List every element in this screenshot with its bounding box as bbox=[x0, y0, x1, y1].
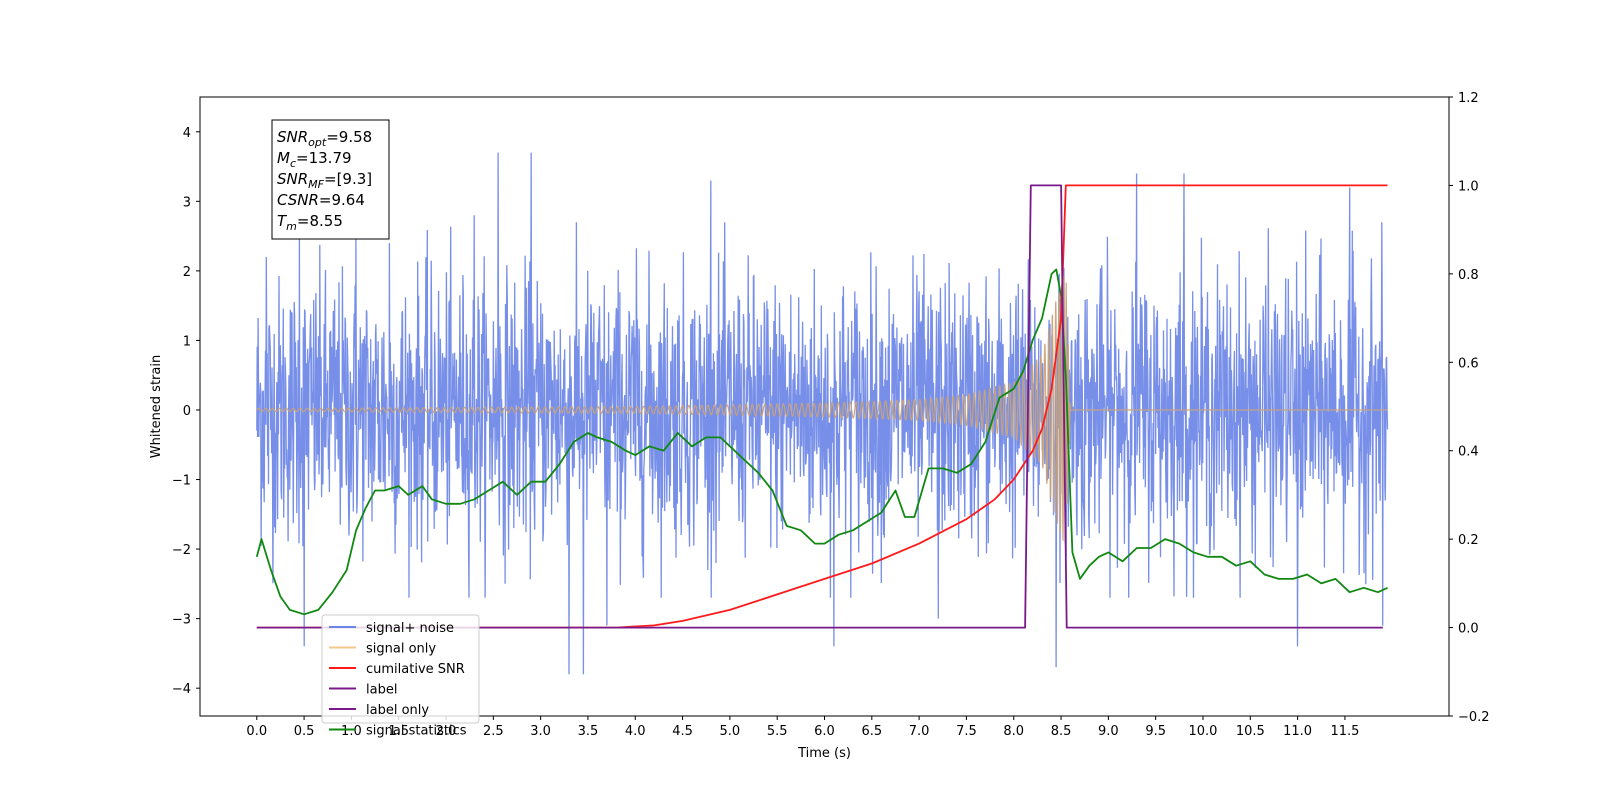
annotation-symbol: T bbox=[277, 212, 288, 230]
y2-tick-label: 0.8 bbox=[1458, 268, 1479, 283]
annotation-value: =13.79 bbox=[296, 149, 352, 167]
x-tick-label: 7.0 bbox=[909, 724, 930, 739]
legend-entry: cumilative SNR bbox=[366, 662, 465, 677]
x-tick-label: 5.5 bbox=[767, 724, 788, 739]
annotation-value: =9.58 bbox=[326, 128, 372, 146]
legend-frame bbox=[321, 614, 480, 724]
y2-tick-label: −0.2 bbox=[1458, 710, 1490, 725]
x-tick-label: 10.5 bbox=[1236, 724, 1265, 739]
annotation-symbol: SNR bbox=[277, 170, 308, 188]
legend-entry: signal statistics bbox=[366, 724, 467, 739]
x-tick-label: 6.5 bbox=[861, 724, 882, 739]
x-tick-label: 3.5 bbox=[578, 724, 599, 739]
x-tick-label: 9.5 bbox=[1145, 724, 1166, 739]
x-tick-label: 2.0 bbox=[436, 724, 457, 739]
x-tick-label: 6.0 bbox=[814, 724, 835, 739]
series-signal-only bbox=[256, 276, 1388, 544]
annotation-value: =9.64 bbox=[319, 191, 365, 209]
annotation-line: Mc=13.79 bbox=[277, 149, 352, 170]
y-tick-label: 2 bbox=[183, 265, 191, 280]
annotation-symbol: CSNR bbox=[277, 191, 319, 209]
x-axis-label: Time (s) bbox=[797, 746, 851, 761]
y-tick-label: 0 bbox=[183, 404, 191, 419]
annotation-symbol: M bbox=[277, 149, 290, 167]
signal-only-layer bbox=[256, 276, 1388, 544]
x-tick-label: 10.0 bbox=[1189, 724, 1218, 739]
signal-noise-layer bbox=[256, 152, 1389, 675]
series-lines-layer bbox=[255, 184, 1388, 629]
x-tick-label: 8.5 bbox=[1051, 724, 1072, 739]
annotation-box: SNRopt=9.58Mc=13.79SNRMF=[9.3]CSNR=9.64T… bbox=[271, 119, 390, 240]
y-axis-label: Whitened strain bbox=[149, 355, 164, 458]
y2-tick-label: 1.0 bbox=[1458, 179, 1479, 194]
annotation-subscript: c bbox=[290, 157, 296, 170]
legend: signal+ noise signal only cumilative SNR la… bbox=[321, 614, 480, 739]
y-tick-label: −1 bbox=[172, 474, 191, 489]
annotation-line: CSNR=9.64 bbox=[277, 191, 365, 209]
y2-tick-label: 1.2 bbox=[1458, 91, 1479, 106]
series-cumulative-snr bbox=[256, 184, 1388, 629]
x-tick-label: 1.5 bbox=[388, 724, 409, 739]
annotation-value: =[9.3] bbox=[324, 170, 372, 188]
x-tick-label: 9.0 bbox=[1098, 724, 1119, 739]
x-tick-label: 4.0 bbox=[625, 724, 646, 739]
axis-ticks: 0.0 0.5 1.0 1.5 2.0 2.5 3.0 3.5 4.0 4.5 5.0 5.5 6.0 6… bbox=[172, 91, 1490, 739]
x-tick-label: 3.0 bbox=[530, 724, 551, 739]
x-tick-label: 0.5 bbox=[294, 724, 315, 739]
annotation-subscript: m bbox=[286, 220, 297, 233]
x-tick-label: 5.0 bbox=[720, 724, 741, 739]
annotation-line: SNRopt=9.58 bbox=[277, 128, 372, 149]
x-tick-label: 1.0 bbox=[341, 724, 362, 739]
y-tick-label: −2 bbox=[172, 543, 191, 558]
legend-entry: signal only bbox=[366, 642, 436, 657]
y-tick-label: −3 bbox=[172, 613, 191, 628]
series-signal-noise bbox=[256, 152, 1389, 675]
y2-tick-label: 0.6 bbox=[1458, 356, 1479, 371]
x-tick-label: 4.5 bbox=[672, 724, 693, 739]
annotation-symbol: SNR bbox=[277, 128, 308, 146]
x-tick-label: 0.0 bbox=[246, 724, 267, 739]
y-tick-label: 4 bbox=[183, 126, 191, 141]
x-tick-label: 7.5 bbox=[956, 724, 977, 739]
x-tick-label: 8.0 bbox=[1003, 724, 1024, 739]
x-tick-label: 11.0 bbox=[1283, 724, 1312, 739]
x-tick-label: 2.5 bbox=[483, 724, 504, 739]
series-label bbox=[256, 184, 1383, 629]
annotation-line: Tm=8.55 bbox=[277, 212, 343, 233]
y2-tick-label: 0.2 bbox=[1458, 533, 1479, 548]
annotation-line: SNRMF=[9.3] bbox=[277, 170, 372, 191]
y-tick-label: 3 bbox=[183, 195, 191, 210]
annotation-frame bbox=[271, 119, 390, 240]
y2-tick-label: 0.4 bbox=[1458, 445, 1479, 460]
y-tick-label: 1 bbox=[183, 334, 191, 349]
x-tick-label: 11.5 bbox=[1330, 724, 1359, 739]
annotation-subscript: MF bbox=[308, 178, 324, 191]
series-signal-statistics bbox=[255, 268, 1388, 616]
legend-entry: signal+ noise bbox=[366, 621, 454, 636]
annotation-subscript: opt bbox=[308, 136, 327, 149]
legend-entry: label only bbox=[366, 703, 429, 718]
annotation-value: =8.55 bbox=[297, 212, 343, 230]
y-tick-label: −4 bbox=[172, 682, 191, 697]
legend-entry: label bbox=[366, 683, 397, 698]
y2-tick-label: 0.0 bbox=[1458, 622, 1479, 637]
